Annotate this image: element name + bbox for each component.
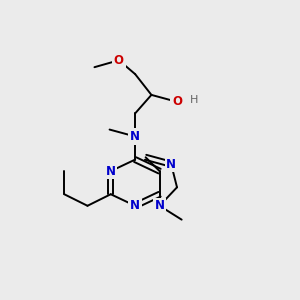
Text: N: N (154, 199, 165, 212)
Text: N: N (166, 158, 176, 171)
Text: H: H (190, 94, 199, 104)
Text: N: N (130, 199, 140, 212)
Text: N: N (106, 165, 116, 178)
Text: O: O (172, 95, 182, 108)
Text: O: O (114, 54, 124, 67)
Text: N: N (130, 130, 140, 143)
